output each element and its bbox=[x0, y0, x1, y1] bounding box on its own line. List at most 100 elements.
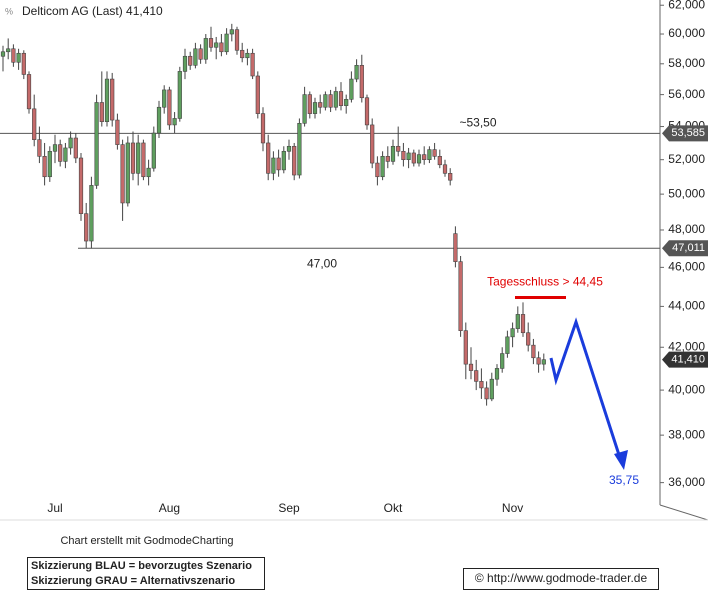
candle-body bbox=[422, 154, 427, 160]
credit: Chart erstellt mit GodmodeCharting bbox=[60, 535, 233, 547]
candle-body bbox=[89, 185, 94, 242]
candle-body bbox=[16, 52, 21, 63]
candle-body bbox=[26, 74, 32, 110]
y-tick-label: 60,000 bbox=[668, 26, 705, 40]
candle-body bbox=[125, 142, 130, 204]
candle-body bbox=[427, 149, 432, 160]
chart-title: Delticom AG (Last) 41,410 bbox=[22, 4, 163, 18]
candle-body bbox=[458, 261, 463, 331]
candle-body bbox=[328, 94, 333, 108]
legend-line: Skizzierung GRAU = Alternativszenario bbox=[31, 575, 235, 587]
trigger-label: Tagesschluss > 44,45 bbox=[487, 275, 603, 289]
copyright: © http://www.godmode-trader.de bbox=[475, 571, 648, 585]
candle-body bbox=[500, 353, 505, 369]
candle-body bbox=[536, 357, 541, 365]
candle-body bbox=[260, 113, 266, 144]
price-tag bbox=[662, 125, 708, 142]
y-tick-label: 52,000 bbox=[668, 152, 705, 166]
y-tick-label: 62,000 bbox=[668, 0, 705, 11]
level-note: 47,00 bbox=[307, 256, 337, 270]
candle-body bbox=[58, 144, 63, 162]
candle-body bbox=[250, 52, 255, 77]
candle-body bbox=[203, 38, 208, 60]
candle-body bbox=[344, 99, 349, 106]
candle-body bbox=[401, 150, 406, 160]
candle-body bbox=[266, 142, 271, 174]
candle-body bbox=[302, 94, 307, 124]
candle-body bbox=[156, 106, 162, 134]
candle-body bbox=[416, 154, 422, 164]
candle-body bbox=[234, 29, 240, 51]
x-tick-label: Sep bbox=[278, 501, 300, 515]
y-tick-label: 42,000 bbox=[668, 339, 705, 353]
y-tick-label: 44,000 bbox=[668, 299, 705, 313]
candle-body bbox=[177, 71, 182, 119]
candle-body bbox=[406, 152, 411, 160]
candle-body bbox=[442, 164, 448, 174]
price-tag-label: 47,011 bbox=[672, 242, 705, 254]
candle-body bbox=[370, 124, 375, 164]
candle-body bbox=[219, 42, 224, 53]
candle-body bbox=[354, 65, 359, 80]
candle-body bbox=[432, 149, 437, 157]
candle-body bbox=[318, 102, 323, 108]
candle-body bbox=[214, 42, 219, 48]
candle-body bbox=[224, 33, 229, 53]
candle-body bbox=[479, 381, 484, 389]
candle-body bbox=[349, 78, 354, 100]
candle-body bbox=[6, 48, 11, 53]
candle-body bbox=[276, 157, 281, 171]
axis-corner bbox=[659, 504, 708, 521]
candle-body bbox=[146, 167, 151, 178]
candle-body bbox=[162, 89, 167, 108]
y-tick-label: 58,000 bbox=[668, 56, 705, 70]
candle-body bbox=[167, 89, 172, 126]
candle-body bbox=[11, 48, 16, 63]
candle-body bbox=[520, 314, 526, 334]
candle-body bbox=[245, 52, 250, 59]
y-tick-label: 50,000 bbox=[668, 186, 705, 200]
candle-body bbox=[115, 119, 120, 145]
candle-body bbox=[172, 118, 177, 126]
candle-body bbox=[286, 145, 292, 152]
candle-body bbox=[182, 55, 188, 72]
y-tick-label: 38,000 bbox=[668, 427, 705, 441]
candle-body bbox=[94, 102, 99, 186]
candle-body bbox=[208, 38, 214, 48]
price-tag-label: 41,410 bbox=[671, 354, 705, 366]
candle-body bbox=[193, 48, 198, 66]
y-tick-label: 36,000 bbox=[668, 475, 705, 489]
candle-body bbox=[390, 145, 396, 162]
x-tick-label: Okt bbox=[384, 501, 403, 515]
candle-body bbox=[474, 370, 479, 382]
plot-area bbox=[0, 23, 660, 406]
target-label: 35,75 bbox=[609, 473, 639, 487]
candle-body bbox=[68, 137, 73, 149]
price-tag bbox=[662, 351, 708, 368]
candle-body bbox=[99, 102, 104, 122]
candle-body bbox=[505, 336, 510, 354]
candle-body bbox=[323, 94, 328, 108]
candle-body bbox=[141, 142, 146, 178]
y-tick-label: 46,000 bbox=[668, 260, 705, 274]
candle-body bbox=[510, 328, 515, 338]
candle-body bbox=[359, 65, 364, 99]
legend-box bbox=[27, 557, 265, 590]
candle-body bbox=[375, 162, 380, 178]
title-box bbox=[2, 2, 174, 21]
candle-body bbox=[0, 51, 6, 57]
title-icon: % bbox=[5, 6, 13, 16]
price-tag bbox=[662, 240, 708, 257]
candle-body bbox=[453, 233, 458, 262]
candle-body bbox=[188, 55, 193, 66]
copyright-box bbox=[463, 568, 659, 590]
candle-body bbox=[240, 49, 245, 59]
scenario-arrow bbox=[549, 317, 622, 459]
candle-body bbox=[63, 147, 68, 162]
candle-body bbox=[110, 78, 115, 121]
legend-line: Skizzierung BLAU = bevorzugtes Szenario bbox=[31, 560, 252, 572]
candle-body bbox=[531, 344, 536, 359]
candle-body bbox=[541, 359, 546, 365]
candle-body bbox=[32, 108, 37, 140]
